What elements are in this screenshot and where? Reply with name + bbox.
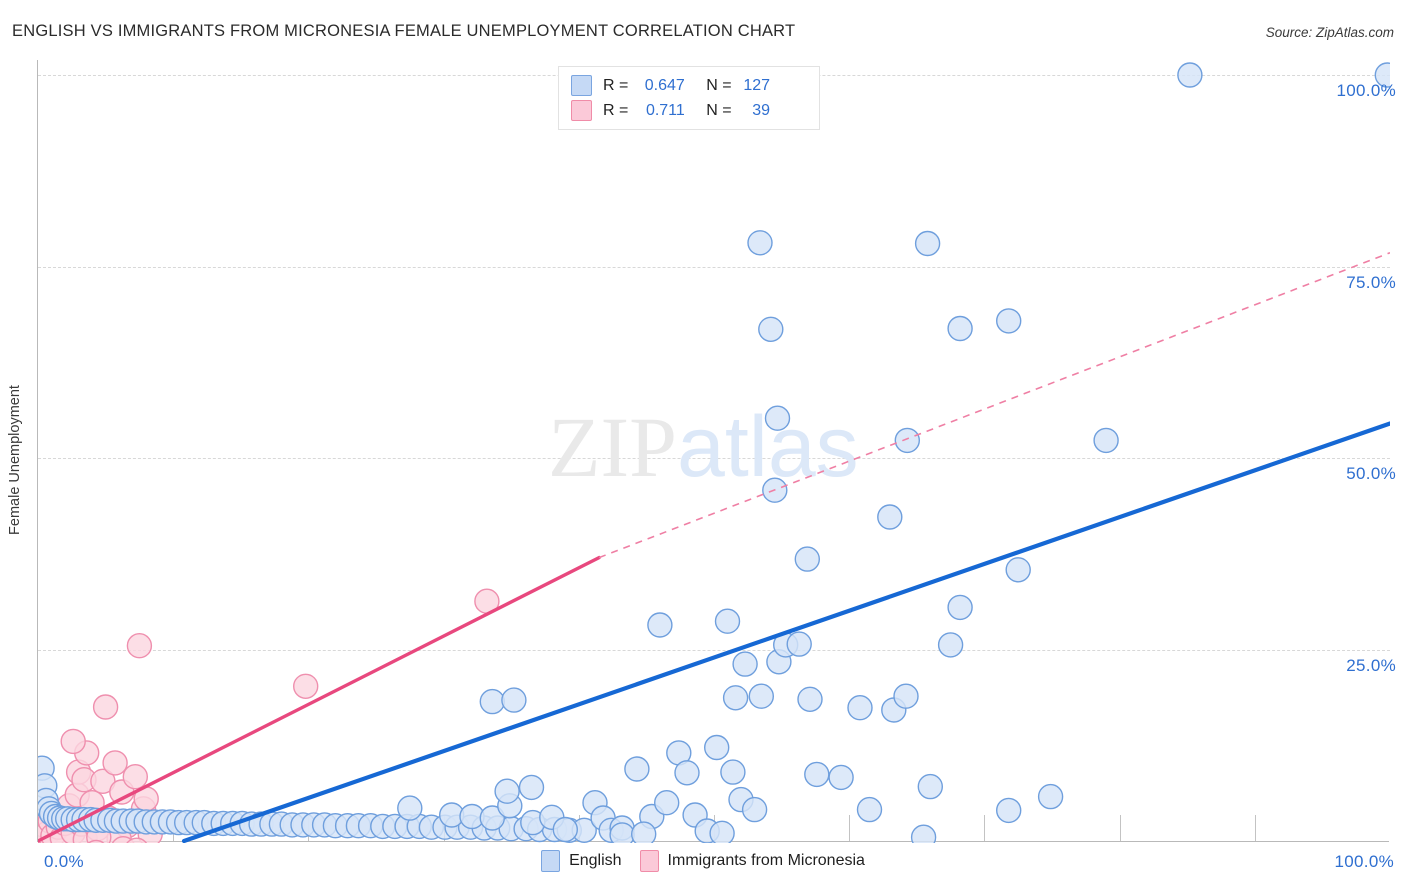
data-point[interactable] — [397, 795, 423, 821]
data-point[interactable] — [856, 796, 883, 823]
data-point[interactable] — [126, 633, 153, 659]
data-point[interactable] — [893, 683, 919, 709]
data-point[interactable] — [722, 685, 749, 711]
data-point[interactable] — [828, 764, 854, 791]
data-point[interactable] — [748, 683, 774, 709]
data-point[interactable] — [518, 774, 545, 801]
data-point[interactable] — [847, 695, 873, 721]
data-point[interactable] — [479, 688, 505, 715]
data-point[interactable] — [720, 759, 746, 785]
trendline-micronesia-solid — [38, 555, 601, 843]
x-axis-label-1: 100.0% — [1334, 852, 1394, 871]
data-point[interactable] — [996, 308, 1022, 334]
data-point[interactable] — [494, 778, 520, 804]
n-value-english: 127 — [743, 76, 771, 94]
data-point[interactable] — [1374, 62, 1399, 88]
data-point[interactable] — [631, 821, 657, 846]
n-value-micronesia: 39 — [752, 101, 771, 119]
data-point[interactable] — [479, 805, 505, 831]
data-point[interactable] — [797, 686, 823, 712]
data-point[interactable] — [917, 773, 943, 800]
data-point[interactable] — [92, 694, 119, 720]
data-point[interactable] — [647, 612, 673, 638]
legend-label-micronesia: Immigrants from Micronesia — [667, 852, 865, 869]
data-point[interactable] — [90, 768, 116, 794]
data-point[interactable] — [794, 546, 820, 572]
stat-row-micronesia: R = 0.711 N = 39 — [571, 98, 809, 123]
gridline-75 — [38, 266, 1390, 268]
data-point[interactable] — [704, 734, 730, 761]
data-point[interactable] — [764, 405, 791, 431]
data-point[interactable] — [125, 837, 149, 862]
data-point[interactable] — [501, 687, 527, 713]
data-point[interactable] — [1005, 557, 1031, 583]
data-point[interactable] — [60, 728, 86, 755]
data-point[interactable] — [293, 673, 319, 699]
x-tick-80 — [1119, 815, 1121, 841]
legend-swatch-micronesia — [571, 100, 592, 121]
legend-swatch-english-bottom — [541, 850, 561, 872]
legend-swatch-micronesia-bottom — [639, 850, 659, 872]
data-point[interactable] — [758, 316, 784, 342]
trendline-micronesia-dashed — [598, 251, 1390, 559]
data-point[interactable] — [786, 631, 812, 657]
gridline-25 — [38, 649, 1390, 651]
data-point[interactable] — [914, 230, 941, 257]
r-value-micronesia: 0.711 — [645, 101, 685, 119]
n-label-micronesia: N = — [706, 101, 732, 119]
r-label-micronesia: R = — [603, 101, 629, 119]
y-axis-line — [37, 60, 38, 842]
stat-row-english: R = 0.647 N = 127 — [571, 73, 809, 98]
series-legend: English Immigrants from Micronesia — [0, 850, 1406, 872]
data-point[interactable] — [732, 651, 758, 677]
legend-item-micronesia[interactable]: Immigrants from Micronesia — [639, 850, 865, 872]
legend-item-english[interactable]: English — [541, 850, 622, 872]
y-axis-label-2: 50.0% — [1346, 464, 1396, 483]
data-point[interactable] — [1177, 62, 1203, 88]
data-point[interactable] — [102, 750, 128, 776]
correlation-stats-legend: R = 0.647 N = 127 R = 0.711 N = 39 — [558, 66, 820, 130]
n-label-english: N = — [706, 76, 732, 94]
data-point[interactable] — [714, 608, 741, 634]
data-point[interactable] — [1093, 427, 1119, 454]
data-point[interactable] — [84, 839, 108, 865]
data-point[interactable] — [937, 632, 964, 658]
page-title: ENGLISH VS IMMIGRANTS FROM MICRONESIA FE… — [12, 22, 796, 40]
trendline-english — [181, 421, 1390, 843]
gridline-50 — [38, 458, 1390, 459]
legend-swatch-english — [571, 75, 592, 96]
data-point[interactable] — [1037, 783, 1064, 810]
data-point[interactable] — [910, 824, 937, 849]
data-point[interactable] — [996, 797, 1022, 824]
r-label-english: R = — [603, 76, 629, 94]
data-point[interactable] — [654, 790, 680, 816]
data-point[interactable] — [747, 230, 773, 256]
legend-label-english: English — [569, 852, 622, 869]
y-axis-label-3: 25.0% — [1346, 655, 1396, 675]
source-label: Source: ZipAtlas.com — [1265, 25, 1394, 40]
data-point[interactable] — [741, 796, 768, 823]
data-point[interactable] — [804, 761, 830, 788]
x-tick-90 — [1254, 815, 1256, 841]
r-value-english: 0.647 — [644, 76, 685, 94]
data-point[interactable] — [947, 315, 973, 342]
x-axis-label-0: 0.0% — [44, 852, 84, 871]
y-axis-label-1: 75.0% — [1346, 272, 1396, 292]
data-point[interactable] — [122, 764, 149, 790]
data-point[interactable] — [609, 822, 635, 847]
data-point[interactable] — [674, 760, 700, 786]
data-point[interactable] — [947, 594, 973, 621]
x-tick-60 — [849, 815, 851, 841]
x-tick-70 — [984, 815, 986, 841]
data-point[interactable] — [877, 504, 903, 530]
y-axis-label-0: 100.0% — [1336, 81, 1396, 100]
data-point[interactable] — [709, 820, 735, 845]
data-point[interactable] — [552, 816, 578, 843]
data-point[interactable] — [624, 756, 650, 782]
data-point[interactable] — [894, 427, 920, 454]
